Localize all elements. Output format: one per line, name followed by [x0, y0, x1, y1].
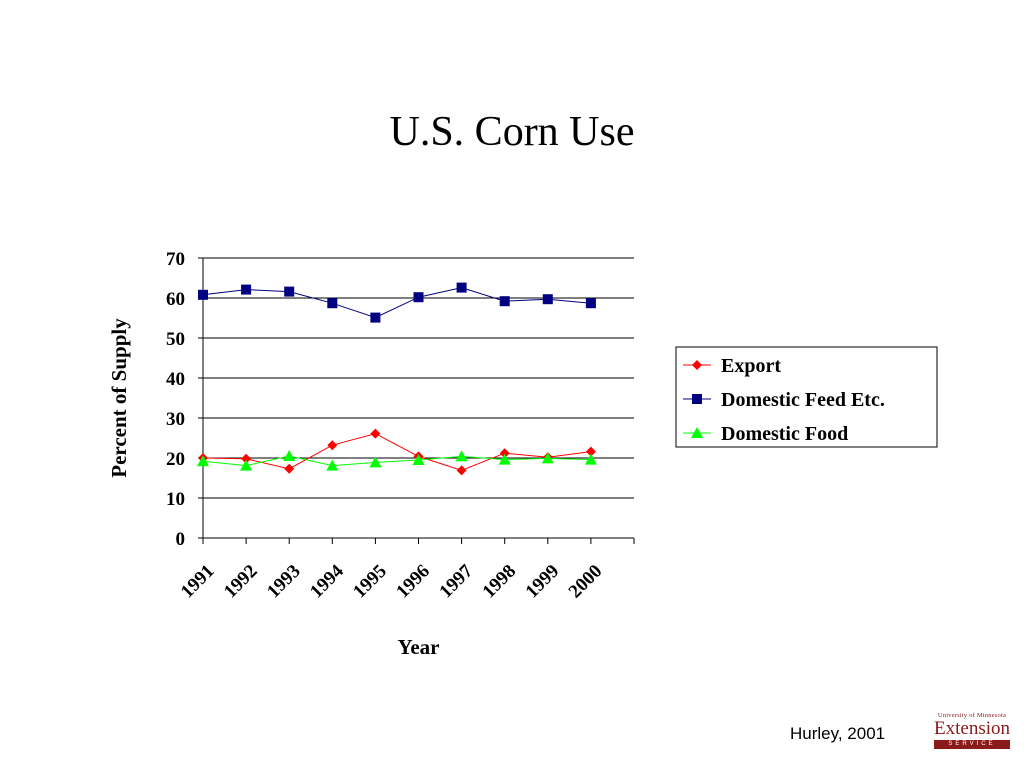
y-tick-label: 40 — [166, 369, 185, 390]
slide-title: U.S. Corn Use — [389, 109, 635, 155]
data-point — [327, 440, 338, 451]
x-tick-label: 1996 — [392, 561, 434, 603]
data-point — [198, 289, 208, 300]
x-tick-label: 1998 — [479, 561, 521, 603]
x-tick-label: 1992 — [220, 561, 262, 603]
extension-logo: University of Minnesota Extension SERVIC… — [930, 712, 1014, 752]
data-point — [327, 298, 338, 309]
legend-box — [675, 346, 938, 448]
data-point — [499, 296, 510, 307]
y-tick-label: 60 — [166, 289, 185, 310]
x-axis-title: Year — [398, 635, 440, 659]
logo-service-text: SERVICE — [934, 740, 1010, 749]
data-point — [370, 428, 381, 439]
x-tick-label: 1994 — [306, 560, 348, 602]
x-tick-label: 2000 — [565, 561, 607, 603]
legend-label: Domestic Food — [721, 423, 848, 445]
x-tick-label: 1993 — [263, 561, 305, 603]
x-tick-label: 1991 — [177, 561, 219, 603]
data-point — [370, 312, 381, 323]
data-point — [585, 446, 596, 457]
x-tick-label: 1999 — [522, 561, 564, 603]
data-point — [456, 465, 467, 476]
y-tick-label: 0 — [176, 529, 186, 550]
data-point — [240, 459, 253, 471]
data-point — [541, 452, 554, 464]
data-point — [542, 294, 553, 305]
data-point — [585, 298, 596, 309]
data-point — [455, 450, 468, 462]
legend-label: Export — [721, 355, 781, 377]
y-tick-label: 10 — [166, 489, 185, 510]
data-point — [498, 453, 511, 465]
x-tick-label: 1995 — [349, 561, 391, 603]
y-tick-label: 20 — [166, 449, 185, 470]
legend-label: Domestic Feed Etc. — [721, 389, 885, 411]
y-tick-label: 30 — [166, 409, 185, 430]
y-axis-title: Percent of Supply — [107, 318, 131, 478]
series-line — [202, 287, 591, 319]
y-tick-label: 50 — [166, 329, 185, 350]
data-point — [284, 463, 295, 474]
data-point — [413, 292, 424, 303]
series-line — [202, 455, 591, 467]
data-point — [326, 459, 339, 471]
legend-marker — [692, 360, 702, 370]
series-line — [202, 433, 591, 471]
data-point — [241, 453, 252, 464]
x-tick-label: 1997 — [435, 560, 477, 602]
data-point — [197, 455, 209, 467]
data-point — [283, 450, 296, 461]
logo-extension-text: Extension — [934, 718, 1010, 739]
data-point — [241, 284, 252, 295]
y-tick-label: 70 — [166, 249, 185, 270]
logo-university-text: University of Minnesota — [937, 712, 1007, 719]
legend-marker — [692, 394, 702, 404]
data-point — [284, 286, 295, 297]
legend-marker — [691, 427, 703, 438]
data-point — [412, 454, 425, 465]
data-point — [456, 282, 467, 293]
data-point — [499, 448, 510, 459]
data-point — [584, 453, 597, 465]
citation: Hurley, 2001 — [790, 724, 886, 743]
data-point — [369, 456, 382, 468]
